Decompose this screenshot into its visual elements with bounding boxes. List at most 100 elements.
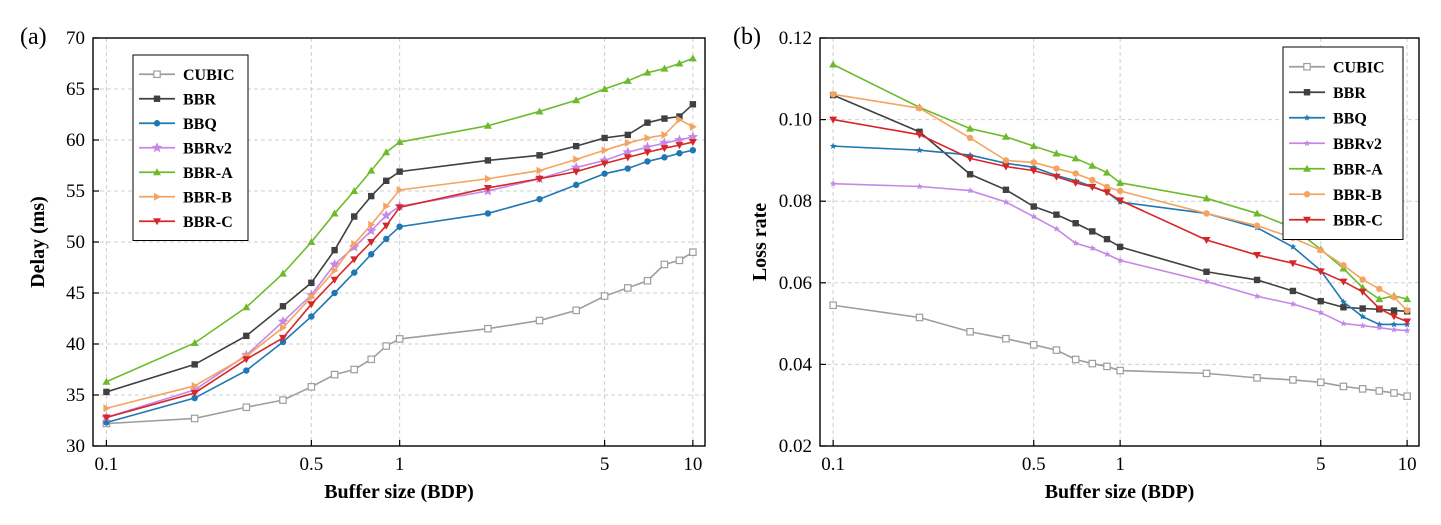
marker-bbr-a-15 xyxy=(643,68,652,76)
series-cubic xyxy=(829,301,1411,401)
legend-label: BBR xyxy=(183,91,216,108)
marker-bbrv2-15 xyxy=(1359,322,1366,329)
x-tick-label: 5 xyxy=(1316,454,1326,475)
marker-bbr-b-17 xyxy=(676,115,684,124)
marker-bbr-a-10 xyxy=(1202,194,1211,202)
marker-bbr-c-15 xyxy=(1358,288,1367,296)
tick-labels: 0.1 0.5 1 5 10 0.02 0.04 0.06 0.08 0.10 0.12 xyxy=(779,28,1417,475)
marker-legend-bbr-b-5 xyxy=(154,192,161,201)
marker-bbrv2-11 xyxy=(1253,292,1261,300)
marker-bbrv2-4 xyxy=(1030,213,1038,220)
marker-bbr-a-0 xyxy=(829,60,838,68)
marker-bbrv2-18 xyxy=(1403,327,1411,334)
marker-bbq-14 xyxy=(624,165,632,172)
marker-legend-cubic-0 xyxy=(1303,62,1311,71)
marker-bbr-8 xyxy=(383,177,390,184)
marker-cubic-2 xyxy=(242,403,251,412)
plot-frame xyxy=(819,37,1420,447)
marker-cubic-10 xyxy=(1202,369,1211,378)
marker-bbr-b-10 xyxy=(1203,210,1210,217)
marker-bbrv2-6 xyxy=(348,241,360,252)
marker-bbq-10 xyxy=(484,210,492,217)
legend-label: BBRv2 xyxy=(183,140,232,157)
marker-bbr-b-12 xyxy=(573,155,581,164)
series-bbr-a xyxy=(829,60,1412,303)
marker-bbr-c-10 xyxy=(1202,236,1211,244)
marker-bbr-c-9 xyxy=(1116,197,1125,205)
marker-cubic-18 xyxy=(689,248,697,257)
marker-bbr-b-17 xyxy=(1390,293,1398,301)
y-tick-label: 70 xyxy=(66,28,85,49)
y-tick-label: 0.06 xyxy=(779,273,812,294)
marker-bbr-a-2 xyxy=(242,303,251,311)
marker-bbrv2-18 xyxy=(687,131,699,142)
marker-bbr-a-13 xyxy=(600,85,609,92)
x-tick-label: 0.5 xyxy=(1022,454,1046,475)
marker-bbq-18 xyxy=(689,147,697,154)
marker-bbr-a-6 xyxy=(350,187,359,194)
marker-bbrv2-6 xyxy=(1072,239,1079,247)
marker-bbr-b-14 xyxy=(624,139,632,148)
series-bbrv2 xyxy=(829,180,1411,334)
marker-bbr-a-11 xyxy=(1253,209,1262,217)
legend-item-bbr-a: BBR-A xyxy=(1289,161,1383,178)
marker-bbr-b-11 xyxy=(536,166,544,175)
marker-bbq-5 xyxy=(331,289,338,297)
marker-cubic-0 xyxy=(829,301,837,310)
marker-bbq-17 xyxy=(1390,320,1398,328)
marker-bbr-c-8 xyxy=(1102,189,1111,197)
marker-bbr-b-0 xyxy=(103,404,111,413)
marker-bbr-11 xyxy=(536,152,543,159)
marker-cubic-12 xyxy=(1289,376,1297,384)
marker-bbr-c-12 xyxy=(572,168,581,176)
marker-bbr-15 xyxy=(644,119,651,126)
marker-cubic-17 xyxy=(1390,389,1398,397)
marker-bbr-b-5 xyxy=(1053,165,1060,172)
marker-legend-bbq-2 xyxy=(153,120,161,127)
marker-bbr-13 xyxy=(601,134,608,142)
y-tick-label: 0.08 xyxy=(779,191,812,212)
marker-bbrv2-9 xyxy=(1116,256,1124,264)
marker-bbq-15 xyxy=(644,158,651,165)
legend-item-bbrv2: BBRv2 xyxy=(139,140,232,157)
tick-marks xyxy=(93,37,694,447)
legend-label: CUBIC xyxy=(1333,59,1385,76)
chart-panel-a: 0.1 0.5 1 5 10 30 35 40 45 50 55 60 65 70 Buffer size … xyxy=(20,24,706,503)
marker-bbr-a-5 xyxy=(330,209,339,217)
marker-bbr-c-11 xyxy=(535,175,544,183)
marker-bbr-b-1 xyxy=(916,104,923,112)
marker-bbrv2-0 xyxy=(829,180,837,187)
y-tick-label: 60 xyxy=(66,130,85,151)
legend-item-bbq: BBQ xyxy=(139,116,217,133)
marker-bbr-7 xyxy=(368,192,375,200)
x-tick-label: 0.1 xyxy=(95,454,119,475)
marker-legend-bbrv2-3 xyxy=(1303,139,1311,147)
marker-bbrv2-2 xyxy=(966,187,974,194)
marker-bbrv2-14 xyxy=(622,146,634,157)
marker-bbr-b-8 xyxy=(383,202,391,211)
marker-cubic-8 xyxy=(1103,362,1111,371)
marker-bbrv2-15 xyxy=(642,141,653,152)
marker-bbr-b-3 xyxy=(1002,157,1010,164)
marker-bbr-b-13 xyxy=(1317,246,1324,254)
marker-bbr-c-5 xyxy=(330,276,339,284)
marker-bbq-3 xyxy=(279,338,287,346)
y-tick-label: 50 xyxy=(66,232,85,253)
marker-bbr-c-1 xyxy=(915,131,924,139)
marker-bbr-0 xyxy=(103,388,110,396)
y-tick-label: 0.12 xyxy=(779,28,812,49)
marker-bbr-13 xyxy=(1317,297,1324,305)
marker-bbq-1 xyxy=(916,146,923,154)
marker-bbr-a-7 xyxy=(1088,161,1097,169)
marker-bbq-15 xyxy=(1359,313,1366,320)
marker-bbr-16 xyxy=(661,115,668,122)
marker-bbq-16 xyxy=(1375,320,1383,328)
legend-label: BBR-B xyxy=(1333,187,1382,204)
x-tick-label: 1 xyxy=(395,454,405,475)
marker-bbr-c-8 xyxy=(382,222,391,230)
marker-bbr-c-16 xyxy=(660,145,669,153)
marker-cubic-14 xyxy=(1339,382,1348,391)
marker-bbr-1 xyxy=(191,361,198,368)
legend-item-bbr-c: BBR-C xyxy=(1289,212,1383,229)
